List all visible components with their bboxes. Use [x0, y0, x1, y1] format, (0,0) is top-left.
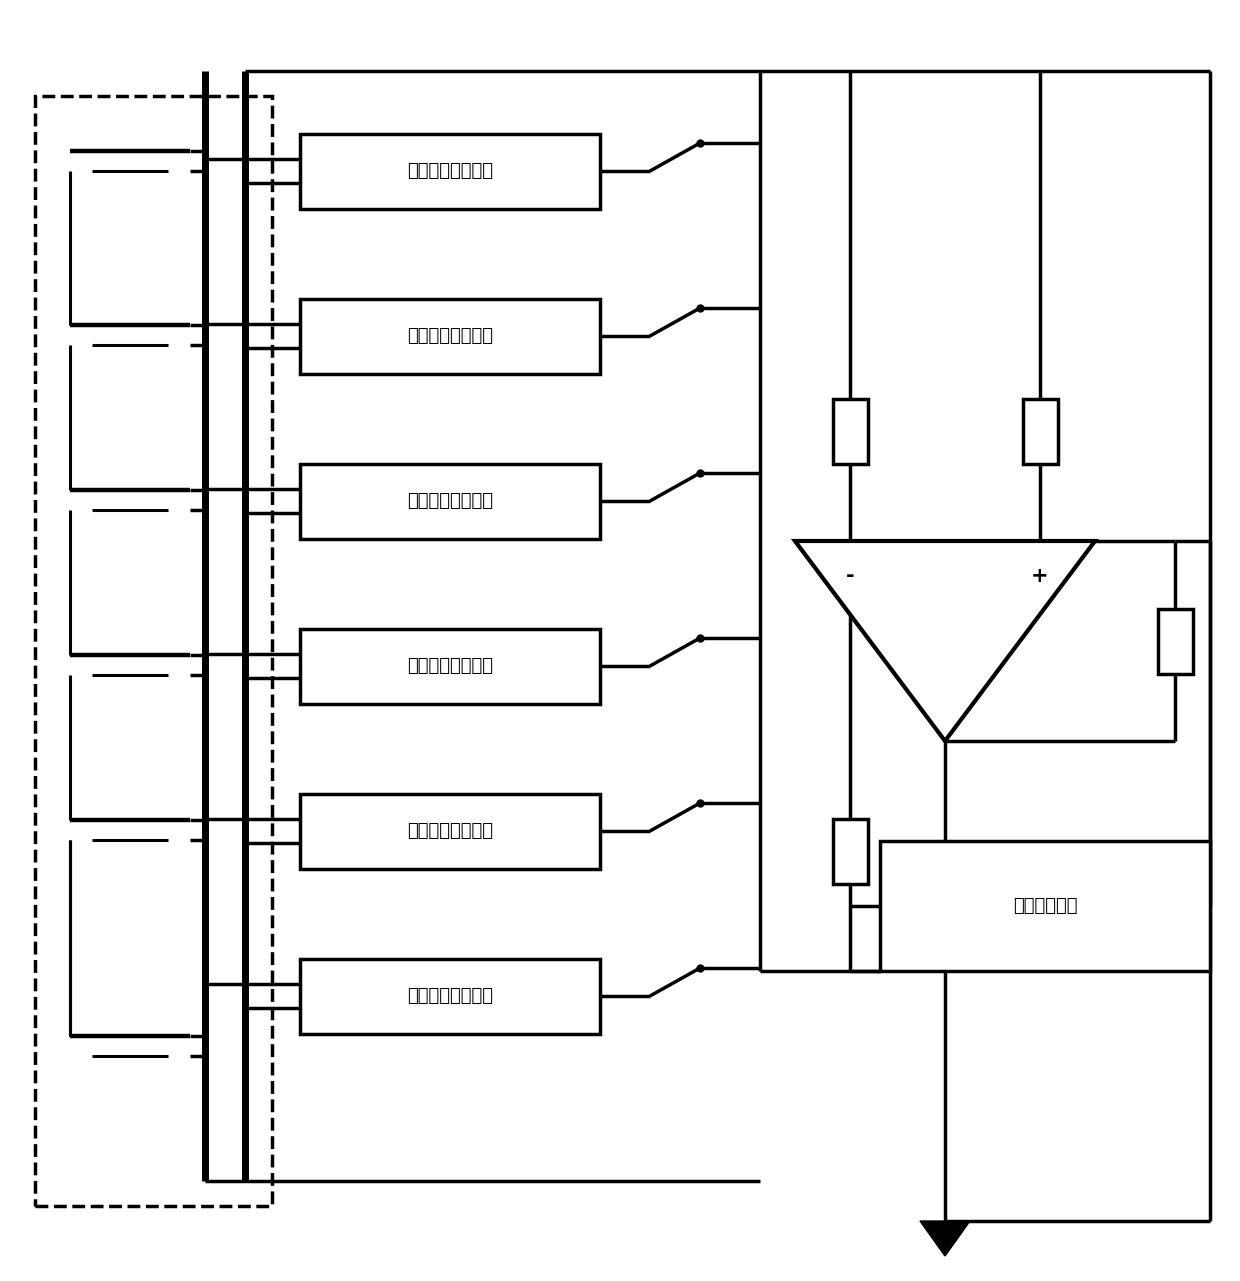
Bar [832, 819, 868, 884]
Bar [300, 958, 600, 1034]
Text: 第五电压输出单元: 第五电压输出单元 [407, 327, 494, 345]
Bar [832, 398, 868, 464]
Text: -: - [846, 566, 854, 585]
Text: 第六电压输出单元: 第六电压输出单元 [407, 161, 494, 181]
Polygon shape [920, 1221, 970, 1255]
Text: 第四电压输出单元: 第四电压输出单元 [407, 492, 494, 510]
Bar [1157, 608, 1193, 674]
Bar [300, 629, 600, 703]
Bar [300, 464, 600, 538]
Polygon shape [795, 541, 1095, 740]
Text: +: + [1032, 566, 1049, 585]
Bar [880, 842, 1210, 971]
Text: 第三电压输出单元: 第三电压输出单元 [407, 657, 494, 675]
Bar [300, 133, 600, 209]
Bar [300, 793, 600, 869]
Bar [300, 298, 600, 374]
Bar [1023, 398, 1058, 464]
Text: 第二电压输出单元: 第二电压输出单元 [407, 822, 494, 840]
Text: 电压采样单元: 电压采样单元 [1013, 897, 1078, 915]
Text: 第一电压输出单元: 第一电压输出单元 [407, 986, 494, 1006]
Bar [35, 96, 272, 1205]
